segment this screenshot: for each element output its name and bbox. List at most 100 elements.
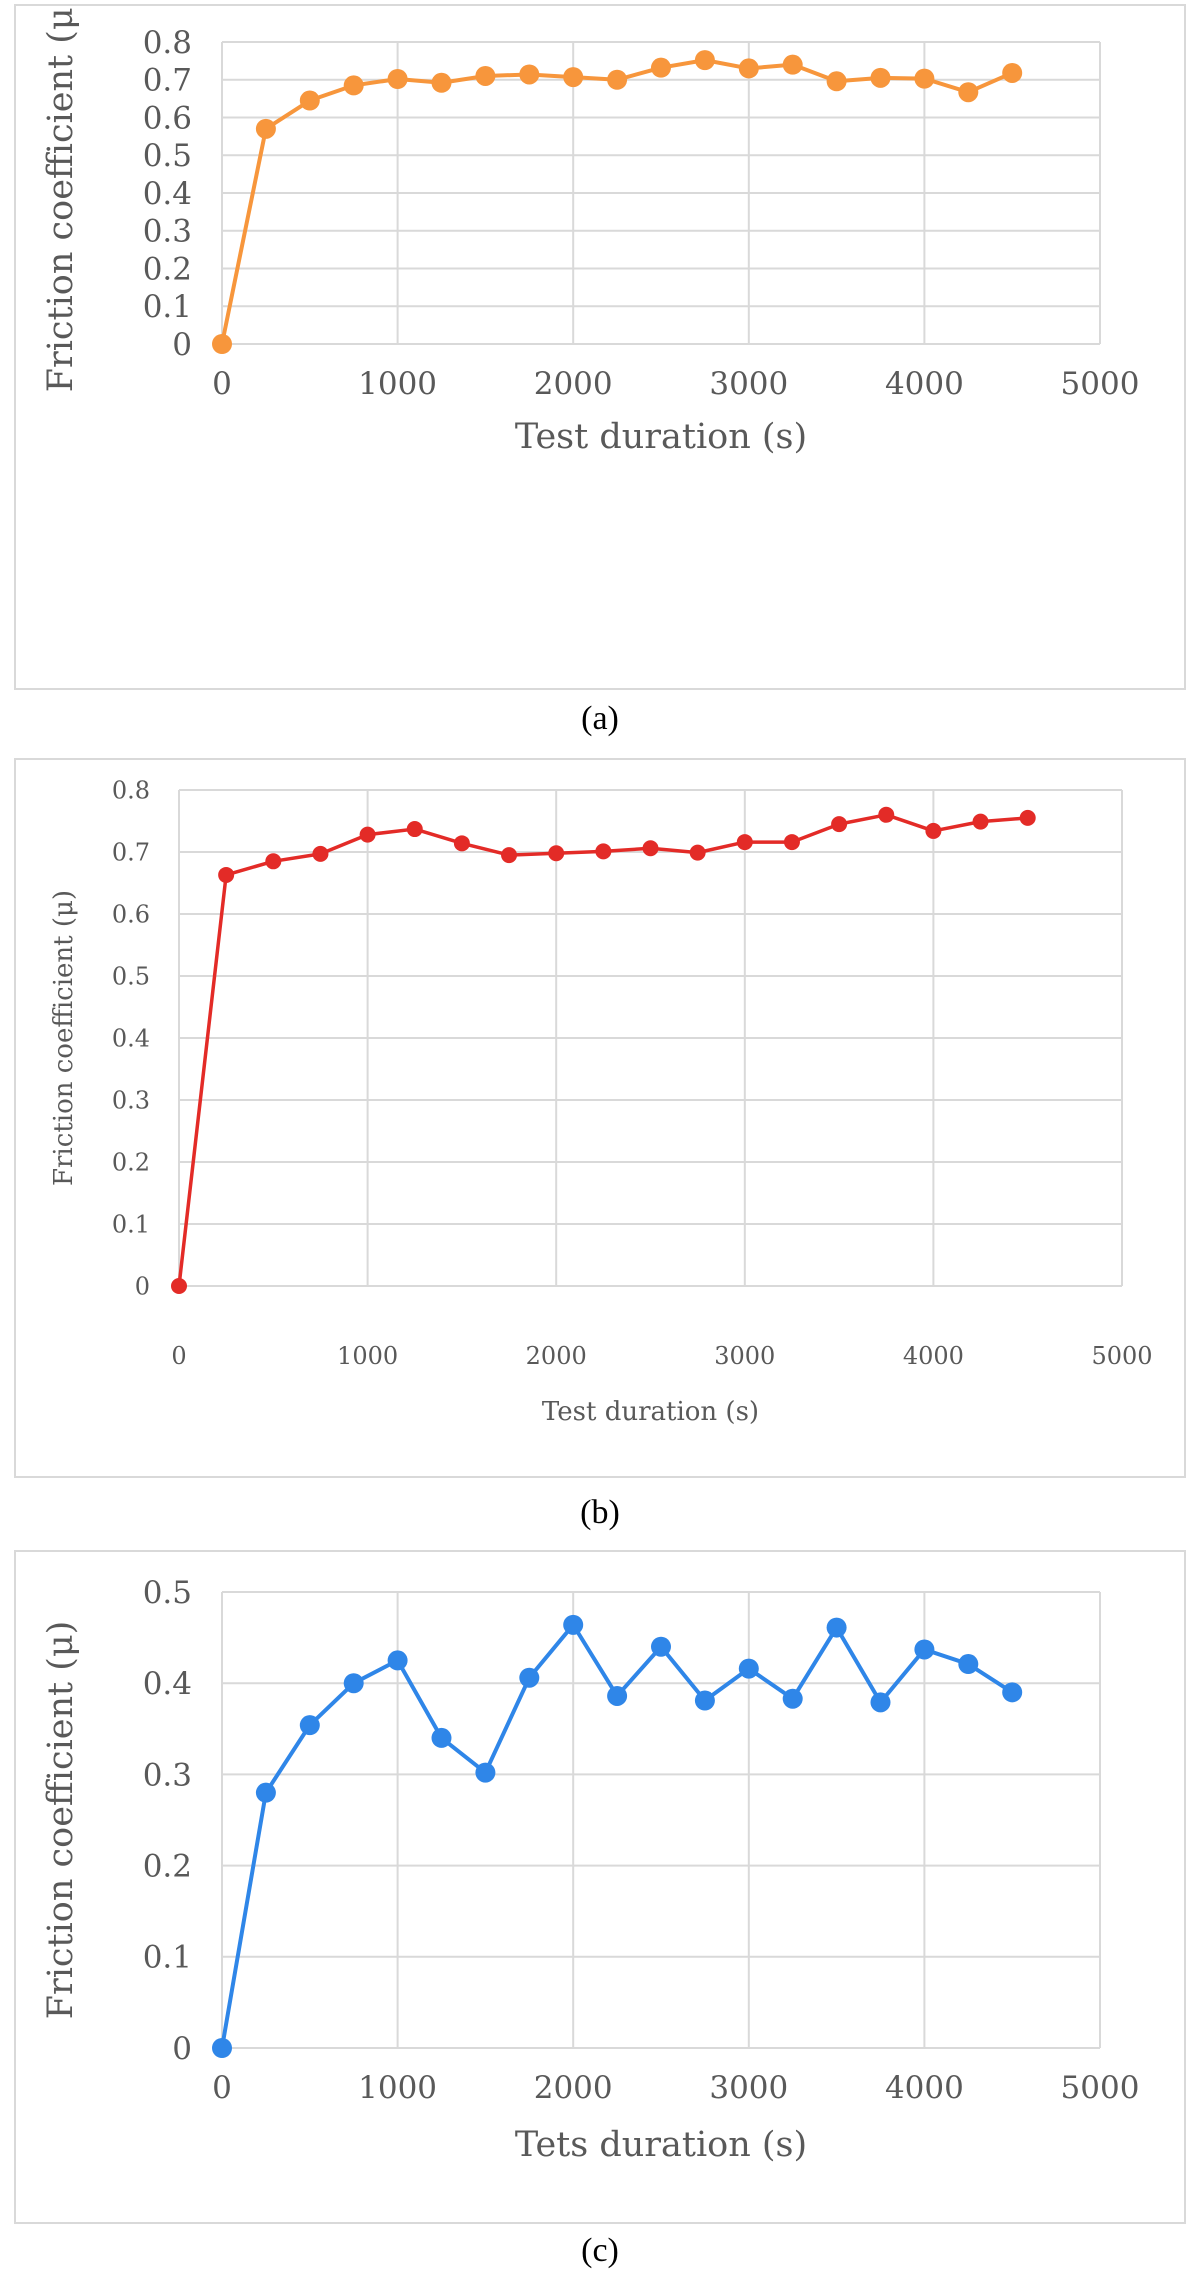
a-xtick-label: 3000 <box>709 366 788 402</box>
c-y-axis-title: Friction coefficient (μ) <box>41 1621 81 2020</box>
c-data-point <box>870 1692 891 1713</box>
b-xtick-label: 5000 <box>1091 1342 1152 1370</box>
c-data-point <box>431 1727 452 1748</box>
a-ytick-label: 0.8 <box>143 25 192 61</box>
b-ytick-label: 0.1 <box>112 1210 150 1238</box>
a-data-point <box>519 64 540 85</box>
c-data-point <box>475 1762 496 1783</box>
c-ytick-label: 0 <box>172 2031 192 2067</box>
chart-c-svg: 0 0.1 0.2 0.3 0.4 0.5 0 1000 2000 3000 4000 5000 Tet… <box>41 1575 1140 2165</box>
b-data-point <box>1019 809 1036 826</box>
b-data-point <box>171 1278 187 1294</box>
b-y-axis-title: Friction coefficient (μ) <box>49 890 79 1186</box>
a-data-point <box>607 69 628 90</box>
c-ytick-label: 0.4 <box>143 1666 192 1702</box>
b-data-point <box>878 806 895 823</box>
b-data-point <box>689 844 706 861</box>
c-ytick-label: 0.2 <box>143 1848 192 1884</box>
c-data-point <box>212 2038 232 2058</box>
c-data-point <box>519 1667 540 1688</box>
a-ytick-label: 0.6 <box>143 100 192 136</box>
c-data-point <box>651 1636 671 1657</box>
c-xtick-label: 3000 <box>709 2070 788 2106</box>
a-xtick-label: 0 <box>212 366 232 402</box>
a-data-point <box>563 67 584 88</box>
b-ytick-label: 0.7 <box>112 838 150 866</box>
a-data-point <box>299 90 320 111</box>
caption-c: (c) <box>581 2232 619 2269</box>
b-data-point <box>501 847 518 864</box>
a-ytick-label: 0 <box>172 327 192 363</box>
c-xtick-label: 4000 <box>885 2070 964 2106</box>
c-data-point <box>694 1690 715 1711</box>
b-x-axis-title: Test duration (s) <box>542 1397 759 1427</box>
c-data-point <box>387 1650 408 1671</box>
b-data-point <box>312 845 329 862</box>
a-ytick-label: 0.4 <box>143 176 192 212</box>
a-data-point <box>694 50 715 71</box>
a-data-point <box>651 57 671 78</box>
c-xtick-label: 0 <box>212 2070 232 2106</box>
chart-a-svg: 00.10.20.30.40.50.60.70.80 1000 2000 3000 40… <box>41 6 1140 457</box>
a-data-point <box>255 118 276 139</box>
c-data-point <box>826 1617 847 1638</box>
a-ytick-label: 0.7 <box>143 63 192 99</box>
a-xtick-label: 1000 <box>358 366 437 402</box>
b-series-line <box>177 813 1028 1287</box>
caption-b: (b) <box>580 1494 620 1531</box>
a-x-axis-title: Test duration (s) <box>515 417 807 457</box>
a-y-axis-title: Friction coefficient (μ) <box>41 6 81 392</box>
c-xtick-label: 1000 <box>358 2070 437 2106</box>
a-xtick-label: 2000 <box>534 366 613 402</box>
a-data-point <box>738 58 759 79</box>
b-ytick-label: 0.5 <box>112 962 150 990</box>
b-data-point <box>453 835 470 852</box>
c-ytick-label: 0.3 <box>143 1757 192 1793</box>
c-data-point <box>563 1614 584 1635</box>
chart-panel-c: 0 0.1 0.2 0.3 0.4 0.5 0 1000 2000 3000 4000 5000 Tet… <box>14 1550 1186 2224</box>
c-data-point <box>255 1782 276 1803</box>
b-data-point <box>265 853 282 870</box>
chart-panel-a: 0 0.1 0.2 0.3 0.4 0.5 0.6 0.7 0.8 0 1000 2000 3000 40… <box>14 4 1186 690</box>
c-data-point <box>607 1685 628 1706</box>
a-ytick-label: 0.1 <box>143 289 192 325</box>
b-data-point <box>406 821 423 838</box>
chart-panel-b: 0 0.1 0.2 0.3 0.4 0.5 0.6 0.7 0.8 0 1000 2000 3000 40… <box>14 758 1186 1478</box>
a-xtick-label: 5000 <box>1061 366 1140 402</box>
c-data-point <box>782 1688 803 1709</box>
c-data-point <box>958 1654 979 1675</box>
b-data-point <box>783 834 800 851</box>
b-xtick-label: 2000 <box>526 1342 587 1370</box>
a-data-point <box>475 65 496 86</box>
b-data-point <box>736 834 753 851</box>
a-data-point <box>914 68 935 89</box>
a-ytick-label: 0.2 <box>143 251 192 287</box>
a-data-point <box>826 71 847 92</box>
a-data-point <box>431 72 452 93</box>
a-xtick-label: 4000 <box>885 366 964 402</box>
b-ytick-label: 0.4 <box>112 1024 150 1052</box>
c-xtick-label: 5000 <box>1061 2070 1140 2106</box>
c-ytick-label: 0.1 <box>143 1940 192 1976</box>
b-data-point <box>218 866 235 883</box>
c-data-point <box>343 1673 364 1694</box>
a-data-point <box>1002 62 1023 83</box>
b-xtick-label: 4000 <box>903 1342 964 1370</box>
a-data-point <box>958 82 979 103</box>
a-ytick-label: 0.5 <box>143 138 192 174</box>
b-data-point <box>548 845 565 862</box>
c-data-point <box>914 1639 935 1660</box>
b-xtick-label: 0 <box>171 1342 186 1370</box>
b-ytick-label: 0.6 <box>112 900 150 928</box>
a-data-point <box>782 54 803 75</box>
b-ytick-label: 0 <box>135 1272 150 1300</box>
caption-a: (a) <box>581 700 619 737</box>
b-data-point <box>972 813 989 830</box>
c-data-point <box>1002 1682 1023 1703</box>
b-data-point <box>595 843 612 860</box>
a-data-point <box>343 75 364 96</box>
b-ytick-label: 0.2 <box>112 1148 150 1176</box>
a-data-point <box>387 68 408 89</box>
c-x-axis-title: Tets duration (s) <box>515 2125 807 2165</box>
a-data-point <box>870 67 891 88</box>
